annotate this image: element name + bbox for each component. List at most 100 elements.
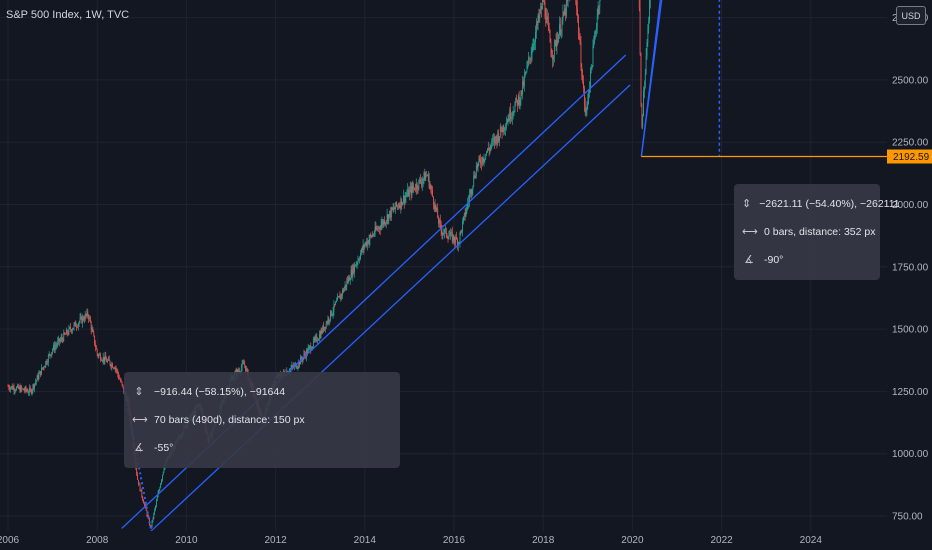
candle-body (323, 325, 325, 331)
candle-body (379, 228, 381, 230)
candle-body (552, 57, 554, 60)
candle-body (488, 149, 490, 151)
candle-body (156, 497, 158, 502)
candle-body (422, 178, 424, 182)
candle-body (480, 159, 481, 164)
candle-body (318, 334, 320, 340)
candle-body (237, 369, 239, 372)
candle-body (67, 333, 69, 335)
candle-body (104, 355, 106, 362)
price-tick-label: 750.00 (892, 512, 923, 523)
candle-body (538, 15, 540, 19)
candle-body (321, 330, 323, 333)
candle-body (522, 81, 524, 95)
candle-body (442, 233, 444, 235)
candle-body (65, 334, 66, 335)
candle-body (503, 125, 505, 131)
candle-body (590, 67, 592, 69)
candle-body (456, 236, 457, 240)
candle-body (325, 322, 327, 329)
candle-body (39, 371, 41, 374)
candle-body (537, 15, 539, 26)
candle-body (483, 159, 485, 162)
candle-body (28, 392, 29, 394)
candle-body (380, 224, 382, 230)
candle-body (16, 387, 17, 391)
candle-body (341, 294, 343, 296)
candle-body (567, 0, 569, 2)
candle-body (523, 76, 525, 86)
candle-body (450, 232, 451, 236)
candle-body (545, 16, 547, 24)
candle-body (386, 214, 388, 221)
candle-body (34, 383, 35, 389)
candle-body (577, 15, 579, 33)
candle-body (555, 40, 557, 47)
price-range-icon: ⇕ (134, 386, 144, 398)
price-tick-label: 1000.00 (892, 449, 929, 460)
candle-body (439, 219, 440, 224)
candle-body (421, 181, 423, 185)
candle-body (565, 8, 566, 16)
candle-body (151, 520, 153, 528)
bar-range-icon: ⟷ (742, 226, 758, 238)
candle-body (344, 284, 346, 289)
candle-body (351, 270, 353, 277)
candle-body (324, 326, 325, 331)
candle-body (53, 344, 54, 350)
currency-button[interactable]: USD (896, 6, 926, 25)
candle-body (587, 100, 589, 105)
candle-body (528, 57, 530, 63)
level-price-tag (887, 149, 932, 164)
candle-body (85, 314, 87, 316)
candle-body (89, 317, 91, 323)
candle-body (31, 390, 33, 393)
candle-body (83, 320, 85, 321)
candle-body (559, 24, 560, 35)
candle-body (641, 104, 643, 127)
candle-body (339, 295, 341, 300)
candle-body (519, 100, 521, 105)
candle-body (598, 6, 600, 8)
candle-body (492, 140, 493, 141)
candle-body (22, 388, 23, 390)
candle-body (473, 175, 475, 186)
candle-body (46, 361, 47, 364)
time-axis[interactable]: 2006 2008 2010 2012 2014 2016 2018 2020 2022 2024 (0, 535, 822, 546)
candle-body (336, 300, 337, 303)
candle-body (412, 185, 414, 189)
candle-body (517, 95, 519, 106)
candle-body (110, 364, 112, 367)
candle-body (565, 0, 567, 16)
candle-body (640, 54, 642, 105)
candle-body (597, 6, 599, 17)
candle-body (101, 360, 102, 361)
candle-body (38, 373, 40, 380)
candle-body (559, 24, 561, 35)
candle-body (434, 204, 436, 209)
candle-body (526, 65, 528, 72)
candle-body (103, 356, 105, 362)
candle-body (79, 317, 81, 322)
candle-body (375, 226, 377, 230)
candle-body (524, 73, 526, 77)
candle-body (160, 483, 162, 488)
candle-body (409, 187, 411, 190)
candle-body (399, 205, 401, 208)
candle-body (11, 386, 13, 390)
candle-body (238, 370, 240, 372)
candle-body (474, 175, 475, 178)
candle-body (463, 212, 465, 217)
candle-body (533, 44, 535, 46)
candle-body (19, 387, 21, 392)
candle-body (7, 386, 9, 388)
candle-body (64, 332, 66, 335)
candle-body (469, 190, 471, 195)
candle-body (517, 99, 518, 106)
candle-body (100, 354, 102, 361)
candle-body (390, 210, 391, 218)
candle-body (595, 31, 596, 35)
candle-body (93, 331, 95, 336)
candle-body (119, 378, 120, 380)
